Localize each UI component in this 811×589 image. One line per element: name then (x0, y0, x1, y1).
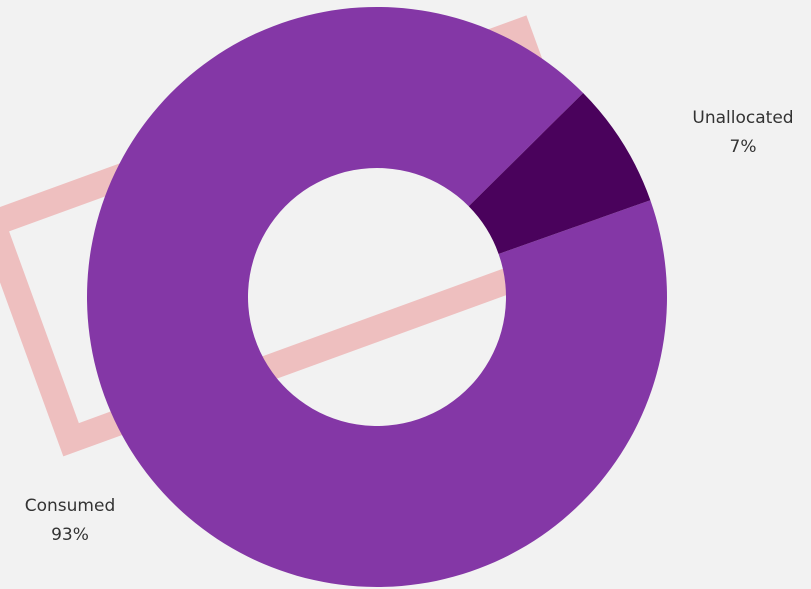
slice (86, 6, 667, 587)
labels: Consumed 93% Unallocated 7% (25, 108, 794, 545)
slice-value: 7% (730, 137, 757, 157)
slice-name: Unallocated (692, 108, 793, 128)
slice-name: Consumed (25, 496, 116, 516)
slice (468, 93, 651, 254)
slice-value: 93% (51, 525, 89, 545)
slices (86, 6, 667, 587)
